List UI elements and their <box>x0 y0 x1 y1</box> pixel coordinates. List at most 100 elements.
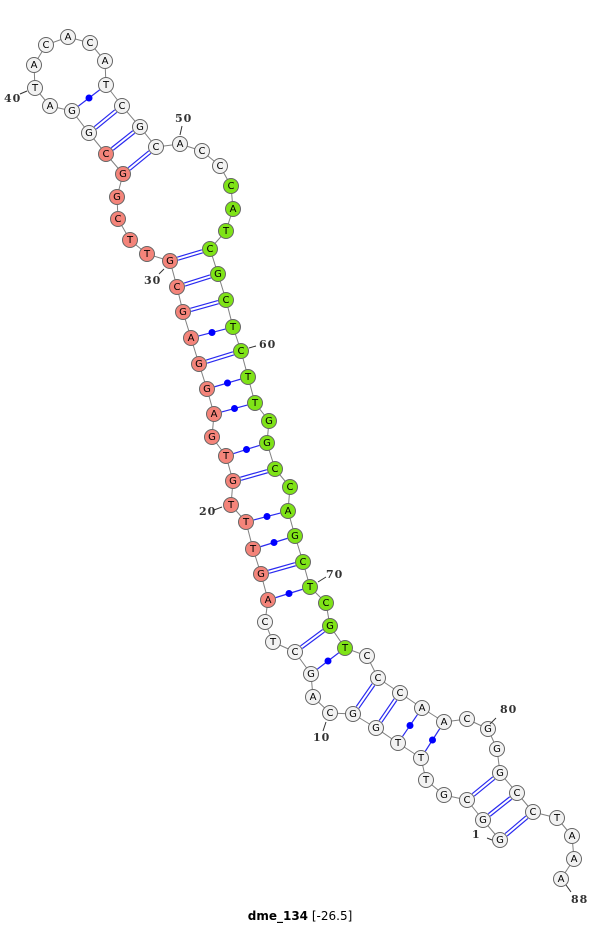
base-pair-2-83 <box>487 796 513 817</box>
nucleotide-77: A <box>414 700 430 716</box>
number-tick <box>565 884 572 893</box>
nucleotide-letter: A <box>211 409 218 420</box>
nucleotide-letter: G <box>496 768 504 779</box>
nucleotide-letter: G <box>496 835 504 846</box>
base-pair-35-49 <box>127 150 152 171</box>
base-pairs <box>77 89 529 837</box>
position-label: 10 <box>313 731 330 744</box>
nucleotide-53: C <box>223 178 239 194</box>
nucleotide-14: T <box>265 634 281 650</box>
nucleotide-letter: A <box>31 60 38 71</box>
nucleotide-33: C <box>110 211 126 227</box>
nucleotide-62: T <box>247 395 263 411</box>
position-label: 70 <box>326 568 343 581</box>
free-energy: [-26.5] <box>311 909 353 923</box>
nucleotide-letter: G <box>166 256 174 267</box>
nucleotide-letter: G <box>493 744 501 755</box>
number-tick <box>158 268 165 275</box>
nucleotide-80: G <box>480 721 496 737</box>
base-pair-37-47 <box>93 109 118 130</box>
nucleotide-letter: C <box>300 557 307 568</box>
base-pair-24-62 <box>221 404 248 413</box>
base-pair-29-57 <box>183 274 212 287</box>
base-pair-9-75 <box>355 683 376 709</box>
nucleotide-letter: C <box>238 346 245 357</box>
nucleotide-2: G <box>475 812 491 828</box>
nucleotide-letter: C <box>223 295 230 306</box>
base-pair-3-82 <box>471 776 496 797</box>
nucleotide-letter: A <box>310 692 317 703</box>
base-pair-13-72 <box>300 629 325 649</box>
base-pair-8-76 <box>378 698 398 723</box>
base-pair-6-78 <box>424 728 441 752</box>
nucleotide-61: T <box>240 369 256 385</box>
nucleotide-72: G <box>322 618 338 634</box>
nucleotide-letter: G <box>479 815 487 826</box>
nucleotide-letter: A <box>188 333 195 344</box>
nucleotide-letter: C <box>174 282 181 293</box>
nucleotide-letter: A <box>65 32 72 43</box>
nucleotide-letter: C <box>464 795 471 806</box>
nucleotide-46: T <box>98 77 114 93</box>
number-tick <box>248 345 257 349</box>
nucleotide-letter: G <box>440 790 448 801</box>
position-label: 50 <box>175 112 192 125</box>
nucleotide-27: A <box>183 330 199 346</box>
number-tick <box>19 90 28 95</box>
nucleotide-letter: A <box>177 139 184 150</box>
position-label: 80 <box>500 703 517 716</box>
nucleotide-letter: T <box>31 83 39 94</box>
nucleotide-letter: C <box>115 214 122 225</box>
nucleotide-59: T <box>225 319 241 335</box>
nucleotide-letter: G <box>119 169 127 180</box>
number-tick <box>322 721 327 732</box>
nucleotide-letter: T <box>222 226 230 237</box>
base-pair-21-65 <box>240 469 268 481</box>
nucleotide-56: C <box>202 241 218 257</box>
nucleotide-letter: T <box>222 451 230 462</box>
nucleotide-letter: A <box>569 831 576 842</box>
nucleotide-58: C <box>218 292 234 308</box>
nucleotide-36: C <box>98 146 114 162</box>
nucleotide-65: C <box>267 461 283 477</box>
nucleotide-60: C <box>233 343 249 359</box>
nucleotide-86: A <box>564 828 580 844</box>
nucleotide-letter: G <box>214 269 222 280</box>
nucleotide-87: A <box>566 851 582 867</box>
nucleotide-8: G <box>368 720 384 736</box>
nucleotide-letter: G <box>229 476 237 487</box>
nucleotide-75: C <box>370 670 386 686</box>
number-labels: 1 10 20 30 40 50 60 70 80 88 <box>4 90 588 906</box>
nucleotide-letter: A <box>571 854 578 865</box>
nucleotide-letter: T <box>269 637 277 648</box>
nucleotide-letter: G <box>326 621 334 632</box>
position-label: 20 <box>199 505 216 518</box>
nucleotide-54: A <box>225 201 241 217</box>
nucleotide-41: A <box>26 57 42 73</box>
nucleotide-letter: G <box>307 669 315 680</box>
base-pair-17-69 <box>268 562 296 574</box>
nucleotide-6: T <box>413 750 429 766</box>
nucleotide-81: G <box>489 741 505 757</box>
nucleotide-7: T <box>390 735 406 751</box>
nucleotide-83: C <box>509 785 525 801</box>
nucleotide-88: A <box>553 871 569 887</box>
nucleotide-letter: C <box>514 788 521 799</box>
nucleotide-5: T <box>418 772 434 788</box>
position-label: 88 <box>571 893 588 906</box>
nucleotide-50: A <box>172 136 188 152</box>
base-pair-36-48 <box>110 130 136 151</box>
nucleotide-letter: C <box>199 146 206 157</box>
nucleotide-73: T <box>337 640 353 656</box>
nucleotide-letter: C <box>87 38 94 49</box>
position-label: 60 <box>259 338 276 351</box>
nucleotide-letter: G <box>113 192 121 203</box>
nucleotide-letter: T <box>244 372 252 383</box>
nucleotide-29: C <box>169 279 185 295</box>
base-pair-26-60 <box>205 351 235 364</box>
nucleotide-letter: T <box>553 813 561 824</box>
nucleotide-11: A <box>305 689 321 705</box>
nucleotide-letter: T <box>126 235 134 246</box>
nucleotide-1: G <box>492 832 508 848</box>
nucleotide-31: T <box>139 246 155 262</box>
